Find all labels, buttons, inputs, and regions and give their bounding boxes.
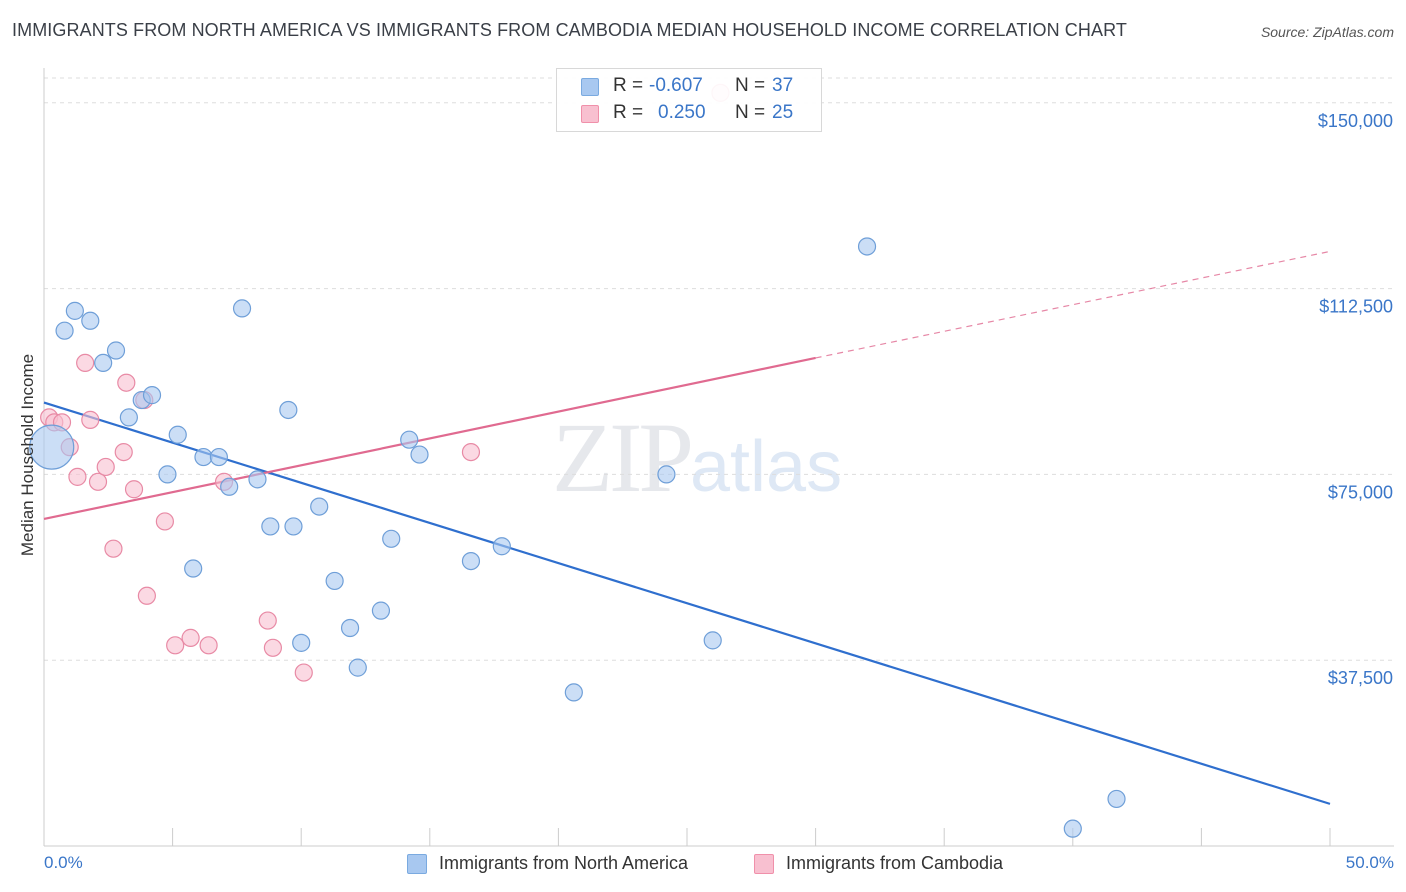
data-point-north-america [158, 465, 177, 484]
data-point-north-america [94, 353, 113, 373]
data-point-cambodia [81, 410, 100, 429]
data-point-cambodia [461, 442, 481, 462]
r-label: R = [613, 75, 644, 96]
data-point-cambodia [117, 373, 136, 392]
grid-layer [44, 77, 1394, 661]
data-point-cambodia [114, 442, 133, 462]
tick-labels: $37,500 $75,000 $112,500 $150,000 [1318, 111, 1393, 688]
data-point-cambodia [166, 636, 185, 655]
y-tick-label: $112,500 [1319, 297, 1393, 317]
r-value: -0.607 [649, 75, 703, 96]
legend-swatch-cambodia [754, 854, 774, 874]
data-point-north-america [1107, 789, 1126, 809]
data-point-north-america [564, 683, 583, 702]
data-point-cambodia [124, 480, 144, 499]
data-point-north-america [232, 299, 252, 318]
data-point-north-america [657, 465, 676, 484]
data-point-cambodia [76, 353, 95, 373]
y-tick-label: $37,500 [1328, 668, 1393, 688]
data-point-north-america [209, 447, 228, 467]
data-point-cambodia [155, 512, 174, 531]
data-point-cambodia [96, 457, 115, 477]
data-point-north-america [81, 311, 100, 330]
r-label: R = [613, 102, 644, 123]
data-point-north-america [857, 237, 877, 256]
data-point-north-america [310, 497, 329, 516]
data-point-north-america [142, 386, 162, 405]
data-point-cambodia [199, 636, 218, 655]
watermark-atlas: atlas [690, 427, 843, 507]
data-points [29, 83, 1126, 838]
data-point-north-america [261, 517, 280, 536]
data-point-cambodia [258, 611, 277, 630]
data-point-north-america [703, 631, 722, 650]
correlation-stats-box: R = -0.607 N = 37 R = 0.250 N = 25 [556, 68, 822, 132]
data-point-north-america [340, 618, 360, 638]
source-credit: Source: ZipAtlas.com [1260, 24, 1394, 40]
data-point-north-america [184, 559, 203, 578]
n-label: N = [735, 102, 766, 123]
data-point-north-america [248, 470, 267, 489]
data-point-north-america [492, 537, 511, 556]
data-point-cambodia [294, 663, 313, 682]
data-point-north-america [371, 601, 391, 620]
data-point-north-america [119, 408, 138, 427]
stats-row-north-america: R = -0.607 N = 37 [557, 75, 821, 101]
trend-line-cambodia-extension [815, 250, 1331, 359]
trend-line-north-america [43, 401, 1331, 805]
data-point-north-america [410, 445, 429, 464]
data-point-north-america [65, 301, 84, 320]
data-point-cambodia [68, 467, 87, 486]
data-point-north-america [55, 321, 74, 340]
data-point-north-america [461, 551, 481, 571]
n-label: N = [735, 75, 766, 96]
legend: Immigrants from North America Immigrants… [0, 852, 1406, 878]
watermark: ZIPatlas [552, 400, 842, 515]
legend-label: Immigrants from Cambodia [786, 853, 1004, 873]
data-point-north-america [194, 447, 213, 467]
watermark-zip: ZIP [552, 402, 694, 513]
data-point-cambodia [104, 539, 123, 558]
data-point-north-america [1063, 819, 1082, 838]
trend-lines [43, 250, 1331, 805]
n-value: 37 [772, 75, 794, 96]
data-point-north-america [106, 341, 126, 360]
data-point-cambodia [263, 638, 283, 657]
cambodia-swatch [581, 105, 599, 123]
y-tick-label: $150,000 [1318, 111, 1393, 131]
data-point-cambodia [137, 586, 156, 605]
chart-title: IMMIGRANTS FROM NORTH AMERICA VS IMMIGRA… [12, 20, 1127, 40]
data-point-north-america [29, 424, 75, 470]
data-point-north-america [292, 633, 311, 652]
axis-layer [43, 68, 1394, 847]
r-value: 0.250 [658, 102, 706, 123]
y-axis-label: Median Household Income [18, 353, 37, 557]
trend-line-cambodia [43, 356, 816, 521]
data-point-north-america [220, 477, 239, 496]
x-tick-label-min: 0.0% [44, 853, 83, 872]
x-tick-label-max: 50.0% [1345, 853, 1394, 872]
data-point-north-america [325, 571, 344, 591]
legend-swatch-north-america [407, 854, 427, 874]
data-point-north-america [279, 400, 298, 420]
data-point-cambodia [88, 472, 108, 491]
data-point-north-america [382, 529, 401, 548]
y-tick-label: $75,000 [1328, 482, 1393, 502]
data-point-cambodia [181, 628, 200, 647]
north-america-swatch [581, 78, 599, 96]
data-point-north-america [168, 425, 187, 444]
data-point-north-america [284, 517, 303, 536]
n-value: 25 [772, 102, 794, 123]
stats-row-cambodia: R = 0.250 N = 25 [557, 102, 821, 128]
legend-label: Immigrants from North America [439, 853, 689, 873]
data-point-north-america [348, 658, 367, 677]
data-point-north-america [400, 430, 419, 449]
